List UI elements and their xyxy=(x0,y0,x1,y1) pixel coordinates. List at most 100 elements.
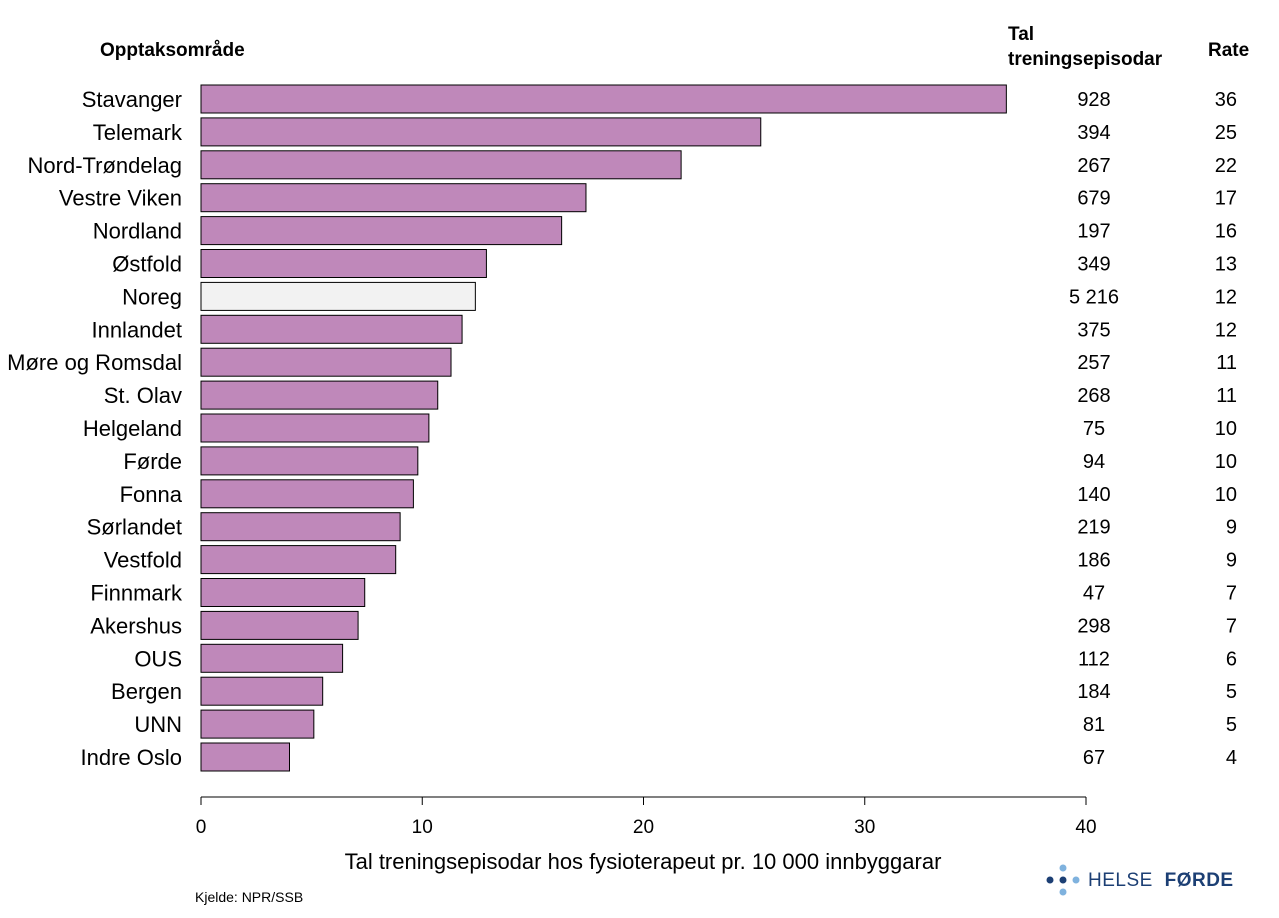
rate-value: 10 xyxy=(1215,451,1237,473)
category-label: Fonna xyxy=(120,482,183,507)
count-value: 375 xyxy=(1077,319,1110,341)
x-tick-label: 0 xyxy=(196,817,207,838)
rate-value: 11 xyxy=(1216,352,1237,374)
category-label: Telemark xyxy=(93,120,183,145)
header-count-line1: Tal xyxy=(1008,24,1034,45)
rate-value: 22 xyxy=(1215,155,1237,177)
count-value: 75 xyxy=(1083,418,1105,440)
category-label: Nord-Trøndelag xyxy=(28,153,182,178)
bar xyxy=(200,643,344,673)
rate-value: 16 xyxy=(1215,221,1237,243)
bar xyxy=(200,413,430,443)
rate-value: 36 xyxy=(1215,89,1237,111)
rate-value: 25 xyxy=(1215,122,1237,144)
count-value: 394 xyxy=(1077,122,1110,144)
source-note: Kjelde: NPR/SSB xyxy=(195,889,303,905)
count-value: 67 xyxy=(1083,747,1105,769)
rate-value: 13 xyxy=(1215,254,1237,276)
rate-value: 10 xyxy=(1215,484,1237,506)
rate-value: 10 xyxy=(1215,418,1237,440)
category-label: St. Olav xyxy=(104,383,182,408)
bar-rows: Stavanger 928 36 Telemark 394 25 Nord-Trøndela… xyxy=(7,84,1237,772)
rate-value: 12 xyxy=(1215,286,1237,308)
rate-value: 5 xyxy=(1226,681,1237,703)
x-tick-label: 30 xyxy=(854,817,875,838)
bar xyxy=(200,117,762,147)
count-value: 298 xyxy=(1077,615,1110,637)
count-value: 267 xyxy=(1077,155,1110,177)
x-tick-label: 20 xyxy=(633,817,654,838)
category-label: Førde xyxy=(123,449,182,474)
category-label: Indre Oslo xyxy=(81,745,183,770)
category-label: Vestfold xyxy=(104,548,182,573)
count-value: 81 xyxy=(1083,714,1105,736)
count-value: 47 xyxy=(1083,583,1105,605)
count-value: 140 xyxy=(1077,484,1110,506)
bar xyxy=(200,446,419,476)
logo-dots-icon xyxy=(1046,864,1080,896)
count-value: 257 xyxy=(1077,352,1110,374)
rate-value: 4 xyxy=(1226,747,1237,769)
bar xyxy=(200,610,359,640)
bar xyxy=(200,281,476,311)
count-value: 94 xyxy=(1083,451,1105,473)
category-label: Innlandet xyxy=(91,317,182,342)
bar xyxy=(200,314,463,344)
rate-value: 7 xyxy=(1226,615,1237,637)
count-value: 197 xyxy=(1077,221,1110,243)
category-label: Noreg xyxy=(122,284,182,309)
category-label: Nordland xyxy=(93,219,182,244)
count-value: 5 216 xyxy=(1069,286,1119,308)
logo-text-helse: HELSE xyxy=(1088,870,1153,891)
x-tick-label: 40 xyxy=(1075,817,1096,838)
count-value: 219 xyxy=(1077,517,1110,539)
category-label: Finnmark xyxy=(90,581,183,606)
category-label: Stavanger xyxy=(82,87,182,112)
category-label: Bergen xyxy=(111,679,182,704)
rate-value: 11 xyxy=(1216,385,1237,407)
rate-value: 9 xyxy=(1226,517,1237,539)
category-label: Akershus xyxy=(90,613,182,638)
category-label: UNN xyxy=(134,712,182,737)
rate-value: 6 xyxy=(1226,648,1237,670)
rate-value: 12 xyxy=(1215,319,1237,341)
bar xyxy=(200,347,452,377)
bar xyxy=(200,216,563,246)
rate-value: 9 xyxy=(1226,550,1237,572)
x-axis: 0 10 20 30 40 xyxy=(196,796,1097,838)
bar xyxy=(200,183,587,213)
bar xyxy=(200,709,315,739)
category-label: Østfold xyxy=(112,252,182,277)
header-count-line2: treningsepisodar xyxy=(1008,49,1163,70)
bar xyxy=(200,84,1007,114)
count-value: 186 xyxy=(1077,550,1110,572)
category-label: Sørlandet xyxy=(87,515,182,540)
header-area: Opptaksområde xyxy=(100,40,245,61)
bar xyxy=(200,249,487,278)
logo-text-forde: FØRDE xyxy=(1165,870,1234,891)
rate-value: 7 xyxy=(1226,583,1237,605)
category-label: OUS xyxy=(134,646,182,671)
count-value: 928 xyxy=(1077,89,1110,111)
bar xyxy=(200,479,414,509)
x-axis-label: Tal treningsepisodar hos fysioterapeut p… xyxy=(345,849,942,874)
category-label: Helgeland xyxy=(83,416,182,441)
helse-forde-logo: HELSE FØRDE xyxy=(1046,864,1234,896)
header-rate: Rate xyxy=(1208,40,1249,61)
bar xyxy=(200,545,397,575)
bar xyxy=(200,150,682,180)
count-value: 184 xyxy=(1077,681,1110,703)
category-label: Vestre Viken xyxy=(59,186,182,211)
logo-text: HELSE FØRDE xyxy=(1088,870,1234,891)
count-value: 349 xyxy=(1077,254,1110,276)
rate-value: 5 xyxy=(1226,714,1237,736)
bar xyxy=(200,742,290,772)
rate-value: 17 xyxy=(1215,188,1237,210)
count-value: 112 xyxy=(1078,648,1110,670)
bar xyxy=(200,676,324,706)
bar xyxy=(200,578,366,607)
x-tick-label: 10 xyxy=(412,817,433,838)
bar xyxy=(200,380,439,410)
bar xyxy=(200,512,401,542)
